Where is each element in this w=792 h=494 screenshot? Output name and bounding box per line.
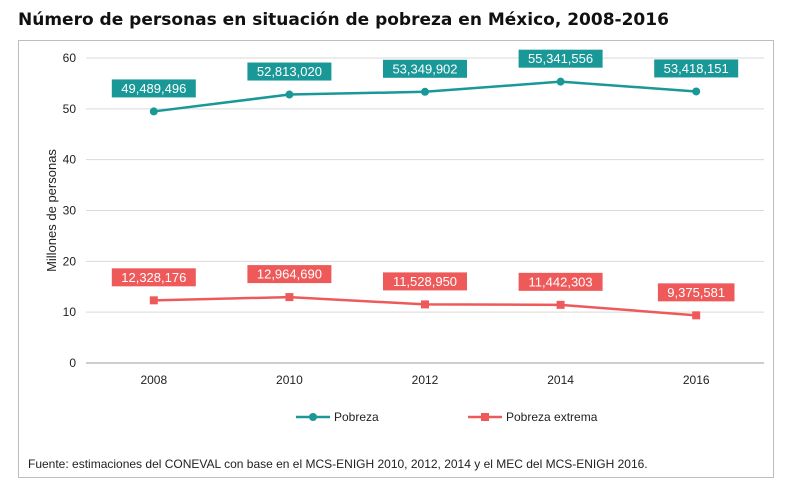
data-label: 49,489,496: [121, 81, 186, 96]
data-point: [149, 296, 158, 305]
data-label-box: [247, 62, 332, 81]
data-label: 55,341,556: [528, 51, 593, 66]
data-point: [421, 300, 429, 309]
data-label-box: [111, 79, 196, 98]
data-label-box: [383, 59, 467, 78]
source-note: Fuente: estimaciones del CONEVAL con bas…: [28, 457, 648, 471]
data-label-box: [111, 268, 196, 287]
data-point: [692, 311, 701, 320]
legend-label: Pobreza extrema: [506, 410, 598, 424]
data-point: [285, 293, 294, 302]
y-tick-label: 0: [69, 356, 76, 370]
x-tick-label: 2008: [140, 373, 167, 387]
y-tick-label: 40: [63, 153, 77, 167]
x-tick-label: 2016: [683, 373, 710, 387]
data-point: [692, 87, 701, 96]
data-point: [421, 87, 429, 96]
chart-title: Número de personas en situación de pobre…: [18, 10, 669, 30]
data-label-box: [518, 272, 603, 291]
data-label: 11,442,303: [529, 274, 593, 289]
x-tick-label: 2010: [276, 373, 303, 387]
legend-label: Pobreza: [334, 410, 379, 424]
data-label: 9,375,581: [667, 285, 725, 300]
data-label-box: [657, 283, 735, 302]
legend-marker: [309, 413, 317, 421]
chart-frame: [18, 40, 774, 478]
data-point: [556, 77, 565, 86]
data-label: 53,418,151: [664, 61, 729, 76]
data-label-box: [247, 265, 332, 284]
data-label-box: [518, 49, 603, 68]
data-label: 12,328,176: [121, 270, 186, 285]
x-tick-label: 2012: [412, 373, 439, 387]
series-line-pobreza: [153, 80, 697, 113]
x-tick-label: 2014: [547, 373, 574, 387]
y-tick-label: 60: [63, 51, 77, 65]
data-point: [285, 90, 294, 99]
legend-marker: [481, 413, 489, 421]
data-point: [149, 107, 158, 116]
y-tick-label: 50: [63, 102, 77, 116]
y-axis-title: Millones de personas: [44, 149, 59, 272]
data-label: 53,349,902: [392, 61, 457, 76]
data-point: [556, 300, 565, 309]
y-tick-label: 20: [63, 254, 77, 268]
data-label: 11,528,950: [393, 274, 457, 289]
data-label: 52,813,020: [257, 64, 322, 79]
y-tick-label: 10: [63, 305, 77, 319]
y-tick-label: 30: [63, 204, 77, 218]
data-label-box: [654, 59, 739, 78]
data-label-box: [383, 272, 467, 291]
data-label: 12,964,690: [257, 267, 322, 282]
